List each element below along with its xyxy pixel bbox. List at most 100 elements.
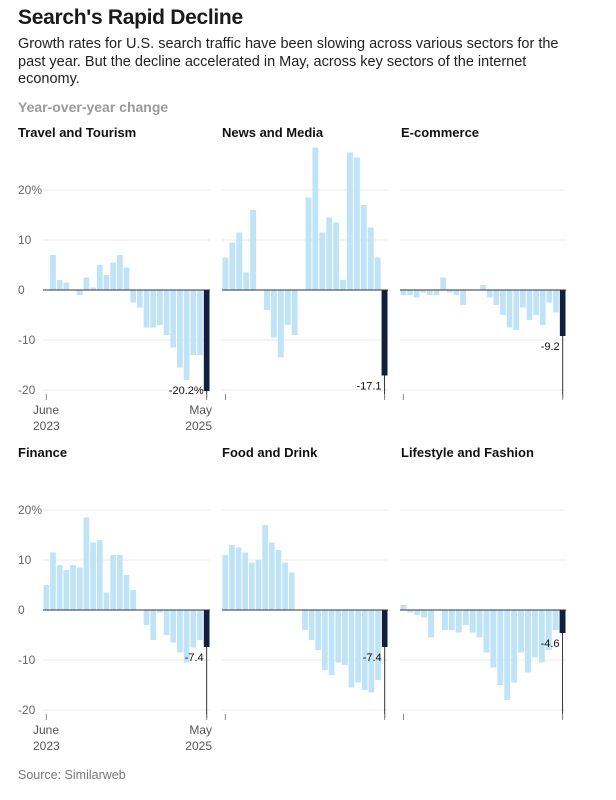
bar xyxy=(407,610,414,613)
bar xyxy=(63,282,70,290)
source-note: Source: Similarweb xyxy=(18,768,126,782)
bar xyxy=(427,290,433,295)
bar xyxy=(480,285,486,290)
bar xyxy=(483,610,490,653)
bar xyxy=(518,610,524,653)
bar xyxy=(170,290,177,348)
bar xyxy=(433,290,440,295)
bar xyxy=(190,610,197,648)
bar xyxy=(96,540,103,610)
bar xyxy=(453,290,460,295)
bar xyxy=(250,210,257,290)
bar xyxy=(123,267,130,290)
y-tick-label: -10 xyxy=(18,333,36,347)
bar xyxy=(288,572,295,610)
bar xyxy=(116,255,123,290)
bar xyxy=(197,610,203,640)
bar xyxy=(367,227,374,290)
bar xyxy=(70,565,76,610)
bar xyxy=(315,610,322,650)
bar xyxy=(421,610,428,618)
y-tick-label: 20% xyxy=(18,183,42,197)
bar xyxy=(50,552,56,610)
bar xyxy=(130,590,137,610)
bar xyxy=(526,290,533,320)
bar xyxy=(322,610,328,670)
bar xyxy=(469,610,476,633)
panel-title-travel: Travel and Tourism xyxy=(18,125,137,140)
x-start-month: June xyxy=(33,723,59,737)
bar xyxy=(116,555,123,610)
bar xyxy=(56,565,63,610)
bar xyxy=(355,610,361,683)
bar xyxy=(506,290,513,328)
bar xyxy=(546,290,553,303)
bar xyxy=(308,610,315,640)
bar xyxy=(511,610,518,683)
bar xyxy=(525,610,531,673)
bar xyxy=(497,610,504,685)
highlight-bar xyxy=(203,290,210,391)
bar xyxy=(455,610,462,633)
bar xyxy=(235,547,242,610)
highlight-bar xyxy=(559,610,566,633)
y-tick-label: -20 xyxy=(18,383,36,397)
y-tick-label: 0 xyxy=(18,603,25,617)
chart-title: Search's Rapid Decline xyxy=(18,6,243,29)
bar xyxy=(490,610,497,668)
bar xyxy=(407,290,413,295)
y-tick-label: -20 xyxy=(18,703,36,717)
bar xyxy=(242,552,249,610)
bar xyxy=(150,610,157,640)
bar xyxy=(500,290,506,315)
bar xyxy=(63,570,70,610)
bar xyxy=(50,255,56,290)
bar xyxy=(222,257,229,290)
bar xyxy=(255,560,262,610)
bar xyxy=(333,222,340,290)
x-start-month: June xyxy=(33,403,59,417)
bar xyxy=(552,610,559,630)
y-tick-label: 20% xyxy=(18,503,42,517)
bar xyxy=(130,290,137,303)
bar xyxy=(43,585,50,610)
bar xyxy=(328,610,335,675)
bar xyxy=(137,290,143,308)
y-tick-label: 0 xyxy=(18,283,25,297)
bar xyxy=(545,610,552,650)
bar xyxy=(183,610,190,663)
bar xyxy=(360,205,367,290)
bar xyxy=(462,610,469,625)
bar xyxy=(262,525,268,610)
bar xyxy=(150,290,157,328)
bar xyxy=(428,610,435,638)
bar xyxy=(520,290,526,308)
bar xyxy=(476,610,483,638)
panel-title-news: News and Media xyxy=(222,125,324,140)
bar xyxy=(446,290,453,293)
y-tick-label: 10 xyxy=(18,233,32,247)
y-tick-label: 10 xyxy=(18,553,32,567)
bar xyxy=(460,290,466,305)
panel-title-ecommerce: E-commerce xyxy=(401,125,480,140)
final-value-label: -7.4 xyxy=(363,652,382,664)
bar xyxy=(513,290,520,330)
bar xyxy=(282,562,288,610)
bar xyxy=(312,147,319,290)
panel-title-lifestyle: Lifestyle and Fashion xyxy=(401,445,534,460)
bar xyxy=(305,197,312,290)
highlight-bar xyxy=(381,290,388,376)
bar xyxy=(243,272,250,290)
bar xyxy=(277,290,284,358)
panel-title-food: Food and Drink xyxy=(222,445,318,460)
bar xyxy=(56,280,63,290)
bar xyxy=(170,610,177,643)
bar xyxy=(157,290,163,325)
bar xyxy=(538,610,545,663)
bar xyxy=(249,562,255,610)
bar xyxy=(90,287,96,290)
bar xyxy=(493,290,500,305)
bar xyxy=(442,610,448,630)
final-value-label: -4.6 xyxy=(541,638,560,650)
bar xyxy=(368,610,375,693)
